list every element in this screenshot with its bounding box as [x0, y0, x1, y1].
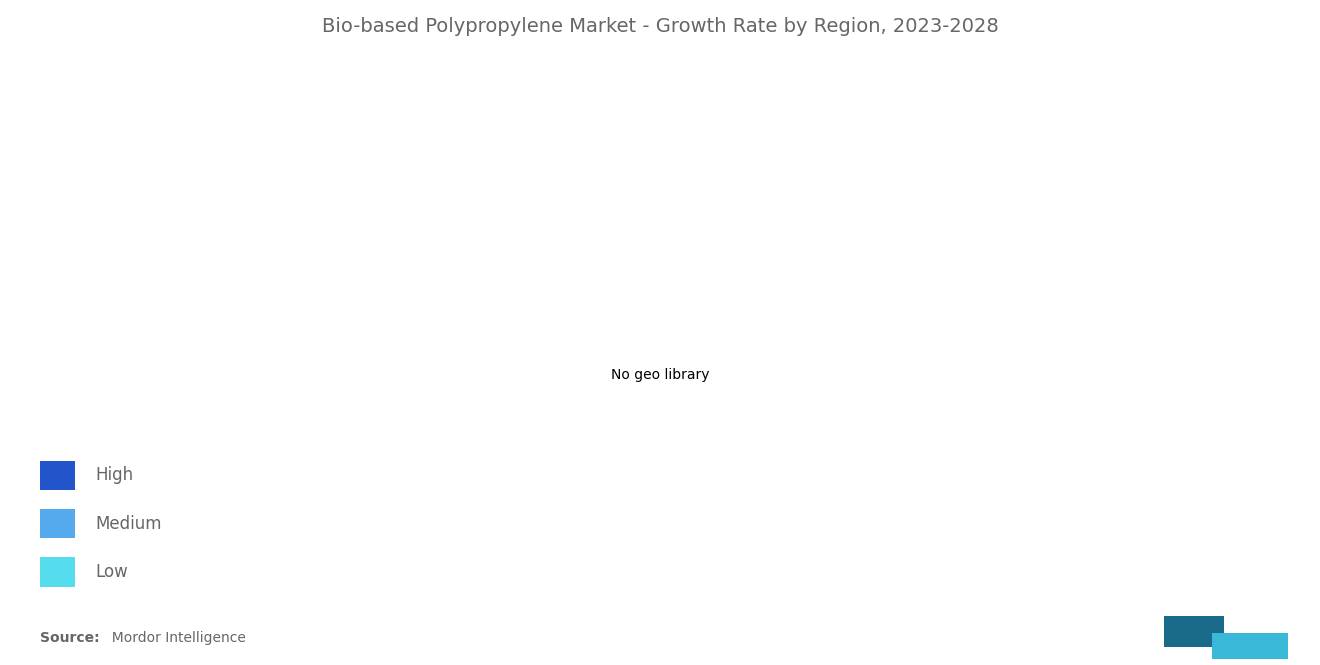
Text: Source:: Source: [40, 631, 99, 645]
Text: Medium: Medium [95, 515, 161, 533]
Text: Low: Low [95, 563, 128, 581]
Text: No geo library: No geo library [611, 368, 709, 382]
FancyBboxPatch shape [40, 557, 75, 587]
Text: High: High [95, 466, 133, 485]
FancyBboxPatch shape [1164, 616, 1224, 646]
Text: Bio-based Polypropylene Market - Growth Rate by Region, 2023-2028: Bio-based Polypropylene Market - Growth … [322, 17, 998, 36]
FancyBboxPatch shape [40, 461, 75, 490]
Text: Mordor Intelligence: Mordor Intelligence [103, 631, 246, 645]
FancyBboxPatch shape [40, 509, 75, 539]
FancyBboxPatch shape [1212, 633, 1288, 659]
